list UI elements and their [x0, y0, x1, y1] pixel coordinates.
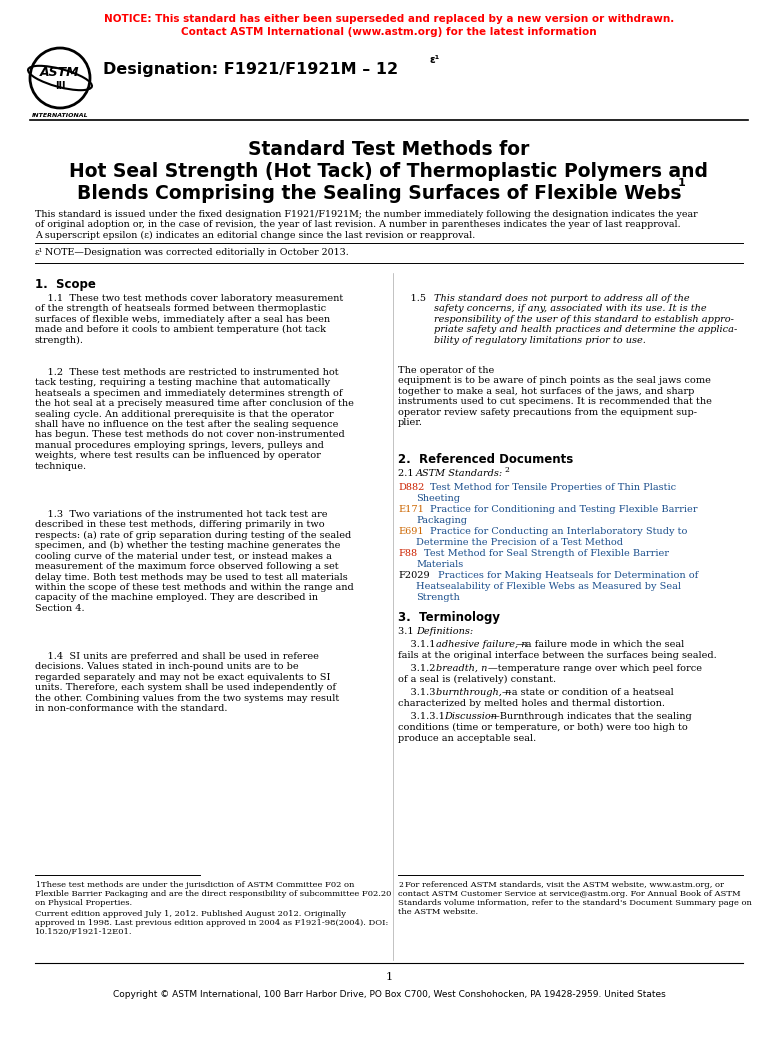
Text: 2.1: 2.1: [398, 469, 420, 478]
Text: ASTM: ASTM: [40, 67, 80, 79]
Text: III: III: [54, 81, 65, 91]
Text: Heatsealability of Flexible Webs as Measured by Seal: Heatsealability of Flexible Webs as Meas…: [416, 582, 681, 591]
Text: approved in 1998. Last previous edition approved in 2004 as F1921-98(2004). DOI:: approved in 1998. Last previous edition …: [35, 919, 388, 926]
Text: Standard Test Methods for: Standard Test Methods for: [248, 139, 530, 159]
Text: conditions (time or temperature, or both) were too high to: conditions (time or temperature, or both…: [398, 723, 688, 732]
Text: 2: 2: [398, 881, 403, 889]
Text: 3.1: 3.1: [398, 627, 420, 636]
Text: Copyright © ASTM International, 100 Barr Harbor Drive, PO Box C700, West Conshoh: Copyright © ASTM International, 100 Barr…: [113, 990, 665, 999]
Text: Standards volume information, refer to the standard's Document Summary page on: Standards volume information, refer to t…: [398, 899, 752, 907]
Text: INTERNATIONAL: INTERNATIONAL: [32, 113, 89, 118]
Text: Test Method for Seal Strength of Flexible Barrier: Test Method for Seal Strength of Flexibl…: [424, 549, 669, 558]
Text: Designation: F1921/F1921M – 12: Designation: F1921/F1921M – 12: [103, 62, 398, 77]
Text: 1.2  These test methods are restricted to instrumented hot
tack testing, requiri: 1.2 These test methods are restricted to…: [35, 369, 354, 471]
Text: 1.1  These two test methods cover laboratory measurement
of the strength of heat: 1.1 These two test methods cover laborat…: [35, 294, 343, 345]
Text: characterized by melted holes and thermal distortion.: characterized by melted holes and therma…: [398, 699, 665, 708]
Text: 1.  Scope: 1. Scope: [35, 278, 96, 291]
Text: These test methods are under the jurisdiction of ASTM Committee F02 on: These test methods are under the jurisdi…: [41, 881, 354, 889]
Text: breadth, n: breadth, n: [436, 664, 487, 672]
Text: Sheeting: Sheeting: [416, 494, 460, 503]
Text: 1: 1: [678, 178, 685, 188]
Text: burnthrough, n: burnthrough, n: [436, 688, 511, 697]
Text: of a seal is (relatively) constant.: of a seal is (relatively) constant.: [398, 675, 556, 684]
Text: This standard does not purport to address all of the
safety concerns, if any, as: This standard does not purport to addres…: [434, 294, 738, 345]
Text: contact ASTM Customer Service at service@astm.org. For Annual Book of ASTM: contact ASTM Customer Service at service…: [398, 890, 741, 898]
Text: fails at the original interface between the surfaces being sealed.: fails at the original interface between …: [398, 651, 717, 660]
Text: E171: E171: [398, 505, 424, 514]
Text: For referenced ASTM standards, visit the ASTM website, www.astm.org, or: For referenced ASTM standards, visit the…: [405, 881, 724, 889]
Text: 3.1.1: 3.1.1: [398, 640, 442, 649]
Text: 3.  Terminology: 3. Terminology: [398, 611, 500, 624]
Text: adhesive failure, n: adhesive failure, n: [436, 640, 527, 649]
Text: 2: 2: [504, 466, 509, 474]
Text: 10.1520/F1921-12E01.: 10.1520/F1921-12E01.: [35, 928, 132, 936]
Text: Test Method for Tensile Properties of Thin Plastic: Test Method for Tensile Properties of Th…: [430, 483, 676, 492]
Text: ε¹: ε¹: [430, 55, 440, 65]
Text: Materials: Materials: [416, 560, 463, 569]
Text: Discussion: Discussion: [444, 712, 497, 721]
Text: 1.5: 1.5: [398, 294, 433, 303]
Text: 1: 1: [35, 881, 40, 889]
Text: —a state or condition of a heatseal: —a state or condition of a heatseal: [502, 688, 674, 697]
Text: 3.1.3.1: 3.1.3.1: [398, 712, 451, 721]
Text: Practice for Conditioning and Testing Flexible Barrier: Practice for Conditioning and Testing Fl…: [430, 505, 698, 514]
Text: Flexible Barrier Packaging and are the direct responsibility of subcommittee F02: Flexible Barrier Packaging and are the d…: [35, 890, 391, 898]
Text: NOTE—Designation was corrected editorially in October 2013.: NOTE—Designation was corrected editorial…: [45, 248, 349, 257]
Text: Definitions:: Definitions:: [416, 627, 473, 636]
Text: ASTM Standards:: ASTM Standards:: [416, 469, 503, 478]
Text: Packaging: Packaging: [416, 516, 467, 525]
Text: 1.4  SI units are preferred and shall be used in referee
decisions. Values state: 1.4 SI units are preferred and shall be …: [35, 652, 339, 713]
Text: 2.  Referenced Documents: 2. Referenced Documents: [398, 453, 573, 466]
Text: the ASTM website.: the ASTM website.: [398, 908, 478, 916]
Text: produce an acceptable seal.: produce an acceptable seal.: [398, 734, 536, 743]
Text: —a failure mode in which the seal: —a failure mode in which the seal: [516, 640, 684, 649]
Text: This standard is issued under the fixed designation F1921/F1921M; the number imm: This standard is issued under the fixed …: [35, 210, 698, 239]
Text: Determine the Precision of a Test Method: Determine the Precision of a Test Method: [416, 538, 623, 547]
Text: Hot Seal Strength (Hot Tack) of Thermoplastic Polymers and: Hot Seal Strength (Hot Tack) of Thermopl…: [69, 162, 709, 181]
Text: Strength: Strength: [416, 593, 460, 602]
Text: F2029: F2029: [398, 572, 429, 580]
Text: on Physical Properties.: on Physical Properties.: [35, 899, 132, 907]
Text: The operator of the
equipment is to be aware of pinch points as the seal jaws co: The operator of the equipment is to be a…: [398, 366, 712, 427]
Text: 3.1.2: 3.1.2: [398, 664, 442, 672]
Text: —temperature range over which peel force: —temperature range over which peel force: [488, 664, 702, 672]
Text: ε¹: ε¹: [35, 248, 44, 257]
Text: D882: D882: [398, 483, 424, 492]
Text: Contact ASTM International (www.astm.org) for the latest information: Contact ASTM International (www.astm.org…: [181, 27, 597, 37]
Text: Blends Comprising the Sealing Surfaces of Flexible Webs: Blends Comprising the Sealing Surfaces o…: [77, 184, 682, 203]
Text: 1: 1: [385, 972, 393, 982]
Text: E691: E691: [398, 527, 424, 536]
Text: 3.1.3: 3.1.3: [398, 688, 442, 697]
Text: NOTICE: This standard has either been superseded and replaced by a new version o: NOTICE: This standard has either been su…: [104, 14, 674, 24]
Text: Practice for Conducting an Interlaboratory Study to: Practice for Conducting an Interlaborato…: [430, 527, 688, 536]
Text: 1.3  Two variations of the instrumented hot tack test are
described in these tes: 1.3 Two variations of the instrumented h…: [35, 510, 354, 613]
Text: Current edition approved July 1, 2012. Published August 2012. Originally: Current edition approved July 1, 2012. P…: [35, 910, 346, 918]
Text: —Burnthrough indicates that the sealing: —Burnthrough indicates that the sealing: [490, 712, 692, 721]
Text: Practices for Making Heatseals for Determination of: Practices for Making Heatseals for Deter…: [438, 572, 698, 580]
Text: F88: F88: [398, 549, 417, 558]
